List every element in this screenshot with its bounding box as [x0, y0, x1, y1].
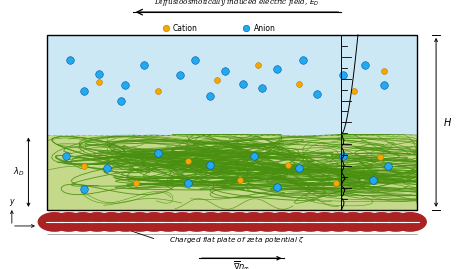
Point	[380, 83, 388, 88]
Point	[184, 159, 191, 163]
Text: $H$: $H$	[443, 116, 452, 128]
Text: Cation: Cation	[173, 24, 198, 33]
Point	[206, 94, 214, 98]
Text: y: y	[9, 197, 14, 206]
Circle shape	[109, 213, 142, 231]
Point	[118, 98, 125, 103]
Circle shape	[53, 213, 85, 231]
Circle shape	[166, 213, 199, 231]
Point	[384, 164, 392, 168]
Circle shape	[152, 213, 184, 231]
Point	[103, 166, 110, 171]
Point	[362, 63, 369, 67]
Point	[81, 187, 88, 191]
Point	[369, 178, 376, 182]
Point	[221, 69, 228, 73]
Circle shape	[252, 213, 284, 231]
Circle shape	[394, 213, 426, 231]
Text: Charged flat plate of zeta potential $\zeta$: Charged flat plate of zeta potential $\z…	[169, 234, 305, 245]
Point	[284, 162, 292, 167]
Circle shape	[81, 213, 113, 231]
Circle shape	[223, 213, 255, 231]
Point	[295, 166, 302, 171]
Point	[191, 58, 199, 62]
Point	[339, 73, 347, 77]
Bar	[47, 35, 417, 210]
Text: $\overline{\nabla}n_{\infty}$: $\overline{\nabla}n_{\infty}$	[233, 260, 250, 269]
Circle shape	[365, 213, 398, 231]
Point	[295, 82, 302, 86]
Bar	[47, 35, 417, 134]
Point	[236, 178, 244, 182]
Point	[239, 82, 247, 86]
Text: x: x	[40, 221, 45, 231]
Point	[376, 155, 384, 159]
Point	[380, 69, 388, 73]
Point	[243, 26, 250, 30]
Circle shape	[181, 213, 213, 231]
Bar	[47, 134, 417, 210]
Point	[140, 63, 147, 67]
Point	[350, 88, 358, 93]
Circle shape	[280, 213, 312, 231]
Point	[81, 88, 88, 93]
Circle shape	[351, 213, 383, 231]
Point	[273, 185, 281, 189]
Point	[339, 153, 347, 158]
Point	[273, 66, 281, 71]
Point	[299, 58, 306, 62]
Point	[255, 63, 262, 67]
Circle shape	[67, 213, 99, 231]
Point	[258, 86, 265, 90]
Circle shape	[380, 213, 412, 231]
Point	[332, 181, 339, 186]
Circle shape	[337, 213, 369, 231]
Point	[155, 88, 162, 93]
Point	[313, 92, 321, 96]
Point	[95, 72, 103, 76]
Circle shape	[323, 213, 355, 231]
Circle shape	[138, 213, 170, 231]
Point	[184, 181, 191, 186]
Point	[206, 162, 214, 167]
Circle shape	[195, 213, 227, 231]
Point	[162, 26, 170, 30]
Text: Anion: Anion	[254, 24, 275, 33]
Point	[177, 73, 184, 77]
Point	[214, 77, 221, 82]
Point	[95, 80, 103, 84]
Point	[66, 58, 73, 62]
Text: $\lambda_D$: $\lambda_D$	[13, 166, 25, 178]
Circle shape	[95, 213, 128, 231]
Circle shape	[266, 213, 298, 231]
Circle shape	[237, 213, 270, 231]
Circle shape	[38, 213, 71, 231]
Point	[155, 151, 162, 155]
Circle shape	[294, 213, 327, 231]
Circle shape	[309, 213, 341, 231]
Circle shape	[209, 213, 241, 231]
Point	[121, 83, 129, 88]
Point	[251, 153, 258, 158]
Point	[132, 181, 140, 186]
Text: Diffusioosmotically induced electric field, $E_D$: Diffusioosmotically induced electric fie…	[155, 0, 319, 8]
Circle shape	[124, 213, 156, 231]
Point	[62, 153, 70, 158]
Point	[81, 164, 88, 168]
